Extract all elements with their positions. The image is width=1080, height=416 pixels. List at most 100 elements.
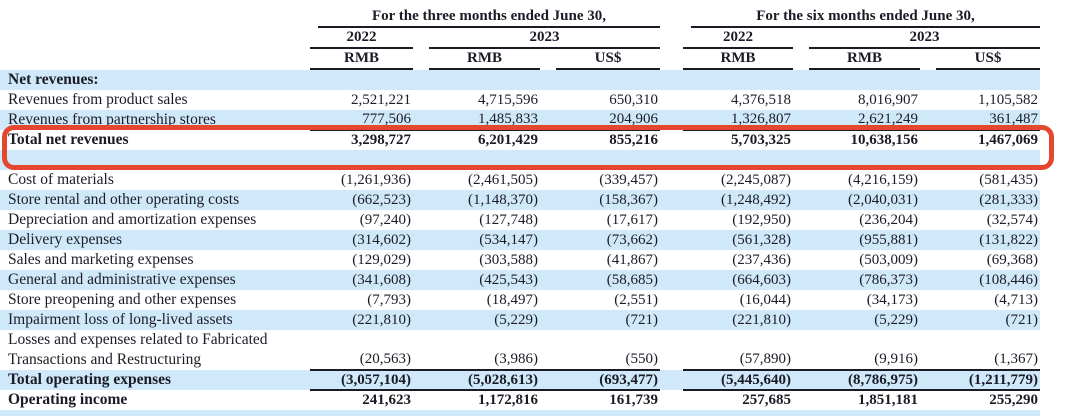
- row-label: Losses and expenses related to Fabricate…: [8, 331, 268, 348]
- column-gap: [660, 190, 683, 210]
- cell-value: [310, 150, 413, 170]
- period-header-row: For the three months ended June 30, For …: [0, 2, 1041, 28]
- cell-value: (1,148,370): [468, 191, 538, 208]
- cell-value: (786,373): [859, 271, 919, 288]
- cell-value: (955,881): [859, 231, 919, 248]
- cell-value: (7,793): [367, 291, 411, 308]
- table-row: Operating income 241,623 1,172,816 161,739 2…: [0, 390, 1040, 410]
- column-gap: [660, 230, 683, 250]
- table-header: For the three months ended June 30, For …: [0, 2, 1041, 70]
- row-label: Impairment loss of long-lived assets: [8, 311, 233, 328]
- column-gap: [660, 410, 683, 416]
- three-months-group-header: For the three months ended June 30,: [310, 2, 661, 28]
- cell-value: (236,204): [859, 211, 919, 228]
- column-gap: [660, 350, 683, 370]
- cell-value: 3,298,727: [351, 132, 411, 148]
- row-label: Total net revenues: [8, 131, 129, 148]
- three-months-group-label: For the three months ended June 30,: [318, 7, 661, 28]
- table-row: Sales and marketing expenses (129,029) (30…: [0, 250, 1040, 270]
- cell-value: (97,240): [359, 211, 411, 228]
- table-row: Net revenues:: [0, 70, 1041, 90]
- row-label: General and administrative expenses: [8, 271, 236, 288]
- cell-value: (5,028,613): [413, 370, 540, 391]
- row-label: Revenues from partnership stores: [8, 111, 216, 128]
- cell-value: (3,986): [413, 350, 540, 371]
- cell-value: (127,748): [479, 211, 538, 228]
- year-header: 2022: [683, 28, 794, 49]
- table-row: Cost of materials (1,261,936) (2,461,505) (…: [0, 170, 1040, 190]
- cell-value: (58,685): [606, 271, 659, 288]
- cell-value: (34,173): [866, 291, 919, 308]
- cell-value: 4,376,518: [731, 91, 792, 108]
- row-label: Depreciation and amortization expenses: [8, 211, 257, 228]
- column-gap: [660, 370, 683, 390]
- cell-value: [310, 330, 413, 350]
- cell-value: (2,245,087): [721, 171, 792, 188]
- cell-value: [540, 150, 660, 170]
- cell-value: 8,016,907: [858, 91, 919, 108]
- cell-value: (2,040,031): [848, 191, 919, 208]
- cell-value: (192,950): [732, 211, 792, 228]
- column-gap: [660, 70, 683, 90]
- cell-value: [920, 410, 1040, 416]
- cell-value: 1,485,833: [413, 110, 540, 131]
- cell-value: [310, 410, 413, 416]
- cell-value: 4,715,596: [478, 91, 538, 108]
- table-row: Revenues from partnership stores 777,506 1…: [0, 110, 1041, 131]
- cell-value: (1,261,936): [341, 171, 411, 188]
- row-label: [0, 150, 310, 170]
- cell-value: 257,685: [742, 392, 792, 408]
- cell-value: (131,822): [979, 231, 1039, 248]
- currency-header: US$: [920, 49, 1041, 70]
- cell-value: [540, 70, 660, 90]
- cell-value: (1,211,779): [920, 370, 1041, 391]
- cell-value: (339,457): [599, 171, 659, 188]
- cell-value: 855,216: [609, 132, 659, 148]
- cell-value: (314,602): [352, 231, 411, 248]
- cell-value: (503,009): [859, 251, 919, 268]
- cell-value: [413, 150, 540, 170]
- column-gap: [660, 90, 683, 110]
- cell-value: (534,147): [479, 231, 538, 248]
- table-row: Delivery expenses (314,602) (534,147) (73,6…: [0, 230, 1041, 250]
- cell-value: (18,497): [486, 291, 538, 308]
- cell-value: 2,521,221: [351, 91, 411, 108]
- cell-value: (57,890): [683, 350, 794, 371]
- cell-value: (581,435): [979, 171, 1039, 188]
- row-label: Revenues from product sales: [8, 91, 188, 108]
- table-row: [0, 150, 1041, 170]
- cell-value: (3,057,104): [310, 370, 413, 391]
- cell-value: (425,543): [479, 271, 538, 288]
- year-header: 2022: [310, 28, 413, 49]
- year-header-row: 2022 2023 2022 2023: [0, 28, 1041, 49]
- column-gap: [660, 290, 683, 310]
- cell-value: (721): [625, 311, 659, 328]
- cell-value: (550): [540, 350, 661, 371]
- cell-value: [920, 70, 1040, 90]
- table-row: Store rental and other operating costs (6…: [0, 190, 1041, 210]
- cell-value: (2,551): [614, 291, 659, 308]
- cell-value: [793, 150, 920, 170]
- cell-value: [413, 70, 540, 90]
- cell-value: 1,851,181: [858, 392, 919, 408]
- cell-value: 5,703,325: [731, 132, 792, 148]
- cell-value: [793, 70, 920, 90]
- six-months-group-label: For the six months ended June 30,: [691, 7, 1041, 28]
- income-statement-table: For the three months ended June 30, For …: [0, 2, 1041, 416]
- column-gap: [660, 130, 683, 150]
- table-row: Impairment loss of long-lived assets (221…: [0, 310, 1041, 330]
- cell-value: (41,867): [606, 251, 659, 268]
- header-spacer: [0, 49, 310, 70]
- six-months-group-header: For the six months ended June 30,: [683, 2, 1041, 28]
- currency-header: RMB: [413, 49, 540, 70]
- column-gap: [660, 390, 683, 410]
- table-row: Transactions and Restructuring (20,563) (3…: [0, 350, 1041, 371]
- table-body: Net revenues: Revenues from product sales…: [0, 70, 1041, 416]
- cell-value: (158,367): [599, 191, 659, 208]
- cell-value: 361,487: [920, 110, 1041, 131]
- cell-value: [793, 330, 920, 350]
- table-row: Depreciation and amortization expenses (9…: [0, 210, 1040, 230]
- header-spacer: [0, 2, 310, 28]
- row-label: Total operating expenses: [8, 371, 172, 388]
- cell-value: (221,810): [352, 311, 411, 328]
